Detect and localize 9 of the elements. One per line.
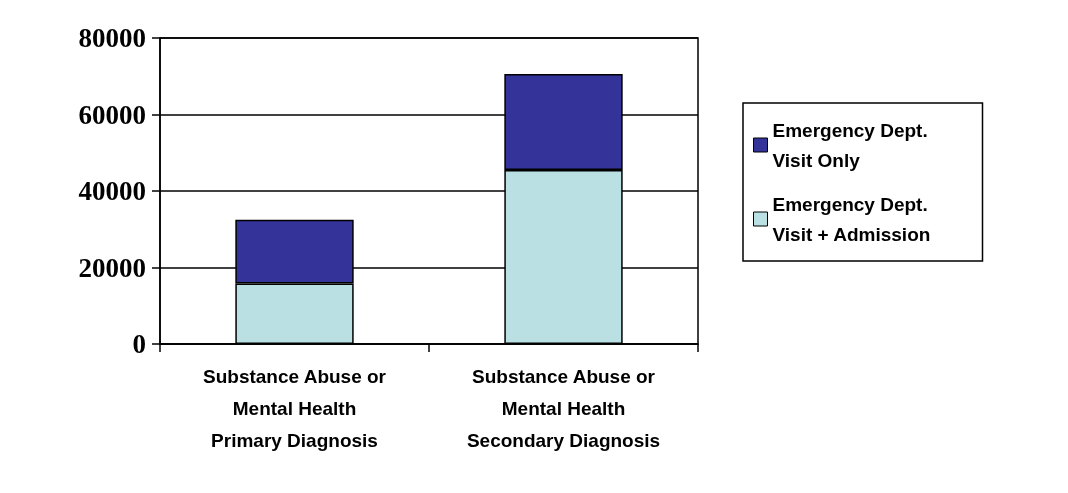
y-tick-label: 80000	[78, 23, 146, 53]
y-tick-label: 0	[132, 329, 146, 359]
y-tick-label: 40000	[78, 176, 146, 206]
y-tick-label: 60000	[78, 99, 146, 130]
legend-label: Emergency Dept. Visit + Admission	[772, 193, 933, 245]
y-tick-label: 20000	[78, 252, 146, 283]
x-tick-label: Substance Abuse or Mental Health Secondary Diagnosis	[466, 365, 661, 451]
legend-label: Emergency Dept. Visit Only	[772, 119, 933, 171]
x-tick-label: Substance Abuse or Mental Health Primary Diagnosis	[202, 365, 387, 451]
